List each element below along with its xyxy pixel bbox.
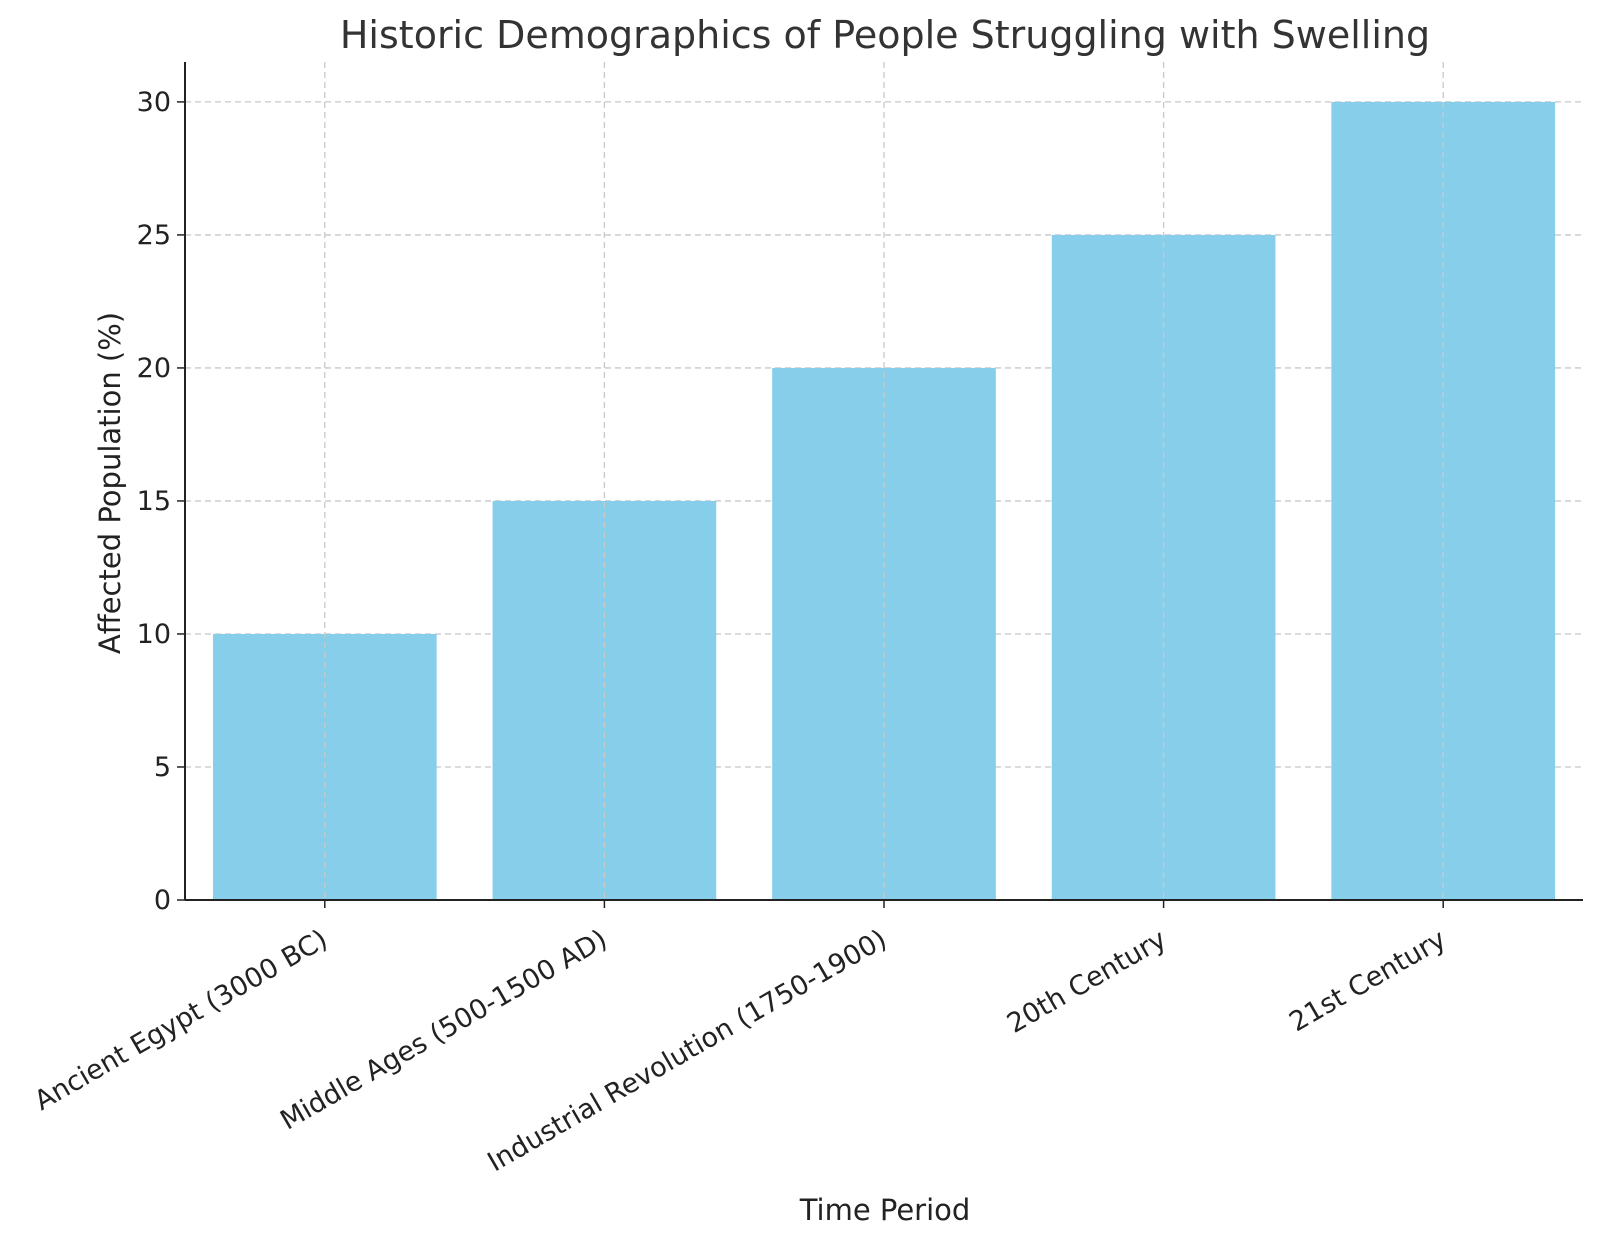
y-tick-label: 15 (137, 486, 171, 517)
y-axis-ticks: 0 5 10 15 20 25 30 (137, 87, 185, 916)
x-tick-label: Ancient Egypt (3000 BC) (29, 924, 333, 1117)
bar (1331, 101, 1556, 900)
y-tick-label: 25 (137, 220, 171, 251)
y-tick-label: 10 (137, 619, 171, 650)
x-tick-label: 21st Century (1284, 924, 1451, 1038)
bars (212, 101, 1556, 900)
bar (492, 500, 717, 900)
x-axis-ticks: Ancient Egypt (3000 BC)Middle Ages (500-… (29, 900, 1451, 1178)
y-tick-label: 0 (154, 885, 171, 916)
x-axis-label: Time Period (799, 1193, 971, 1227)
x-tick-label: 20th Century (1002, 924, 1172, 1040)
y-tick-label: 30 (137, 87, 171, 118)
y-axis-label: Affected Population (%) (93, 312, 127, 654)
y-tick-label: 5 (154, 752, 171, 783)
chart-title: Historic Demographics of People Struggli… (340, 13, 1430, 57)
y-tick-label: 20 (137, 353, 171, 384)
